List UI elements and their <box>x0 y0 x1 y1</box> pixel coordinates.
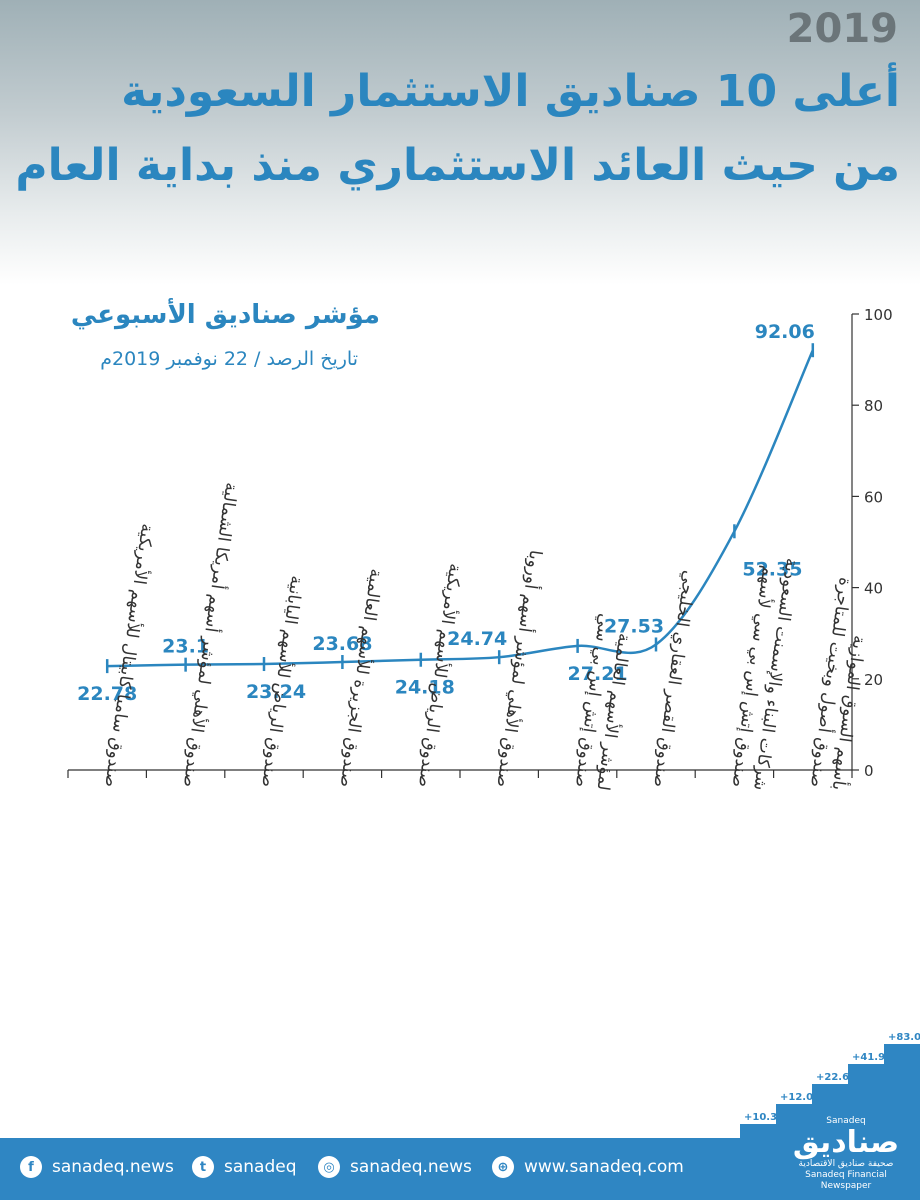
category-label-line: صندوق القصر العقاري الخليجي <box>649 569 699 789</box>
globe-icon: ⊕ <box>492 1156 514 1178</box>
y-tick-label: 20 <box>864 671 883 689</box>
brand-tagline-en: Sanadeq Financial Newspaper <box>805 1170 887 1191</box>
y-tick-label: 40 <box>864 580 883 598</box>
data-label: 27.53 <box>604 615 664 637</box>
twitter-icon: t <box>192 1156 214 1178</box>
stair-label: +41.9 <box>852 1052 885 1063</box>
category-label: صندوق القصر العقاري الخليجي <box>649 569 699 789</box>
brand-tagline-ar: صحيفة صناديق الاقتصادية <box>798 1159 894 1169</box>
instagram-link[interactable]: ◎ sanadeq.news <box>318 1156 472 1178</box>
data-label: 92.06 <box>755 321 815 343</box>
stairs-graphic: +10.3+12.0+22.6+41.9+83.0 <box>740 1032 920 1138</box>
data-label: 23.24 <box>246 681 306 703</box>
stair-label: +83.0 <box>888 1032 920 1043</box>
stair-label: +22.6 <box>816 1072 849 1083</box>
year-label: 2019 <box>786 6 898 52</box>
category-label: صندوق الرياض للأسهم الأمريكية <box>414 562 466 789</box>
stairs-decoration: +10.3 +12.0 +22.6 +41.9 +83.0 <box>720 1018 920 1138</box>
brand-logo: Sanadeq صناديق صحيفة صناديق الاقتصادية S… <box>786 1116 906 1192</box>
data-label: 27.21 <box>568 663 628 685</box>
data-label: 24.74 <box>447 628 507 650</box>
facebook-handle: sanadeq.news <box>52 1157 174 1177</box>
data-label: 23.68 <box>312 633 372 655</box>
website-url: www.sanadeq.com <box>524 1157 684 1177</box>
category-label: صندوق سامبا كابيتال للأسهم الأمريكية <box>100 522 158 788</box>
facebook-link[interactable]: f sanadeq.news <box>20 1156 174 1178</box>
data-label: 52.35 <box>742 558 802 580</box>
category-label: صندوق الجزيرة للأسهم العالمية <box>335 567 387 788</box>
y-tick-label: 60 <box>864 488 883 506</box>
instagram-icon: ◎ <box>318 1156 340 1178</box>
brand-ar: صناديق <box>792 1125 900 1160</box>
twitter-link[interactable]: t sanadeq <box>192 1156 297 1178</box>
chart-subtitle: تاريخ الرصد / 22 نوفمبر 2019م <box>100 348 358 370</box>
stair-label: +12.0 <box>780 1092 813 1103</box>
twitter-handle: sanadeq <box>224 1157 297 1177</box>
y-tick-label: 0 <box>864 762 874 780</box>
category-label: صندوق الأهلي لمؤشر أسهم أوروبا <box>492 549 547 789</box>
brand-en: Sanadeq <box>826 1116 866 1126</box>
category-label-line: صندوق الجزيرة للأسهم العالمية <box>335 567 387 788</box>
line-chart: 0 20 40 60 80 100 22.78 23.1 23.24 23.68 24.18 24.7… <box>67 306 893 792</box>
data-label: 22.78 <box>77 683 137 705</box>
data-label: 24.18 <box>395 677 455 699</box>
page-title-line2: من حيث العائد الاستثماري منذ بداية العام <box>15 140 900 191</box>
page-title-line1: أعلى 10 صناديق الاستثمار السعودية <box>121 66 900 117</box>
category-label-line: صندوق سامبا كابيتال للأسهم الأمريكية <box>100 522 158 788</box>
category-label-line: صندوق الأهلي لمؤشر أسهم أوروبا <box>492 549 547 789</box>
chart-title: مؤشر صناديق الأسبوعي <box>70 300 380 330</box>
data-label: 23.1 <box>162 636 209 658</box>
website-link[interactable]: ⊕ www.sanadeq.com <box>492 1156 684 1178</box>
y-tick-label: 80 <box>864 397 883 415</box>
stair-step <box>884 1044 920 1138</box>
instagram-handle: sanadeq.news <box>350 1157 472 1177</box>
header-banner: 2019 أعلى 10 صناديق الاستثمار السعودية م… <box>0 0 920 285</box>
stair-label: +10.3 <box>744 1112 777 1123</box>
facebook-icon: f <box>20 1156 42 1178</box>
y-tick-label: 100 <box>864 306 893 324</box>
category-label-line: صندوق الرياض للأسهم الأمريكية <box>414 562 466 789</box>
footer-bar: f sanadeq.news t sanadeq ◎ sanadeq.news … <box>0 1116 920 1200</box>
